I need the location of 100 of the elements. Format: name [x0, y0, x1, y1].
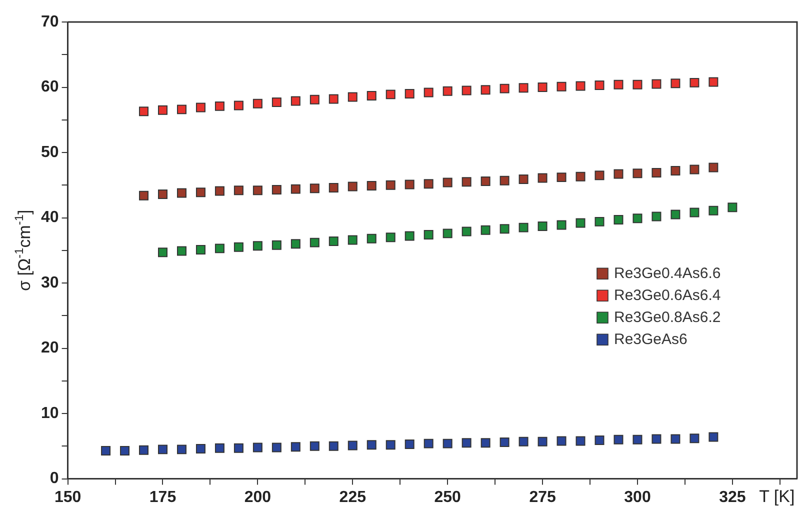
point: [518, 222, 528, 232]
point: [462, 226, 472, 236]
point: [196, 188, 206, 198]
x-tick-label: 275: [529, 488, 556, 506]
x-tick-label: 150: [54, 488, 82, 506]
y-tick-label: 40: [41, 209, 59, 226]
point: [139, 106, 148, 116]
point: [234, 443, 244, 453]
point: [556, 82, 566, 92]
point: [462, 86, 472, 96]
legend-label: Re3Ge0.8As6.2: [614, 309, 721, 326]
point: [348, 235, 358, 245]
point: [652, 434, 662, 444]
legend-label: Re3Ge0.6As6.4: [614, 287, 721, 304]
point: [556, 220, 566, 230]
x-axis-title: T [K]: [759, 487, 795, 506]
point: [366, 440, 376, 450]
point: [442, 438, 452, 448]
point: [290, 96, 300, 106]
point: [594, 216, 604, 226]
point: [614, 214, 624, 224]
point: [576, 218, 586, 228]
point: [214, 443, 224, 453]
point: [404, 89, 414, 99]
point: [348, 182, 358, 192]
point: [442, 228, 452, 238]
point: [310, 94, 320, 104]
point: [366, 91, 376, 100]
point: [252, 442, 262, 452]
point: [632, 434, 642, 444]
point: [652, 168, 662, 178]
point: [328, 441, 338, 451]
point: [214, 186, 224, 196]
point: [708, 432, 718, 442]
point: [386, 232, 396, 242]
point: [462, 438, 472, 448]
point: [158, 105, 168, 115]
point: [139, 445, 148, 455]
point: [328, 236, 338, 246]
point: [652, 79, 662, 89]
point: [518, 83, 528, 93]
point: [196, 102, 206, 112]
point: [480, 85, 490, 95]
point: [518, 436, 528, 446]
point: [670, 166, 680, 176]
point: [328, 183, 338, 192]
y-tick-label: 30: [41, 274, 59, 292]
point: [328, 94, 338, 104]
y-axis-title: σ [Ω-1cm-1]: [12, 210, 34, 291]
x-tick-label: 250: [434, 488, 462, 506]
point: [272, 184, 282, 194]
point: [594, 80, 604, 90]
point: [518, 174, 528, 184]
point: [670, 78, 680, 88]
point: [272, 240, 282, 250]
point: [576, 81, 586, 91]
point: [690, 434, 700, 444]
point: [424, 438, 434, 448]
point: [290, 184, 300, 194]
point: [158, 444, 168, 454]
point: [366, 181, 376, 191]
point: [594, 170, 604, 180]
y-tick-label: 70: [41, 13, 59, 30]
point: [652, 212, 662, 222]
point: [538, 82, 548, 92]
y-tick-label: 20: [41, 340, 59, 357]
point: [386, 440, 396, 450]
point: [556, 436, 566, 446]
point: [480, 225, 490, 235]
point: [424, 88, 434, 98]
point: [576, 172, 586, 182]
legend-label: Re3GeAs6: [614, 331, 688, 348]
point: [196, 245, 206, 254]
point: [404, 180, 414, 190]
point: [101, 446, 111, 456]
point: [614, 434, 624, 444]
point: [310, 238, 320, 248]
point: [234, 186, 244, 196]
point: [632, 168, 642, 178]
point: [404, 439, 414, 449]
y-tick-label: 50: [41, 144, 59, 161]
point: [310, 441, 320, 451]
point: [538, 222, 548, 231]
point: [176, 246, 186, 256]
point: [690, 208, 700, 218]
point: [708, 206, 718, 216]
point: [556, 172, 566, 182]
point: [632, 80, 642, 90]
point: [708, 77, 718, 87]
point: [176, 188, 186, 198]
point: [632, 214, 642, 224]
legend-label: Re3Ge0.4As6.6: [614, 265, 721, 282]
point: [272, 442, 282, 452]
point: [196, 444, 206, 454]
point: [614, 80, 624, 90]
point: [386, 180, 396, 190]
y-tick-label: 10: [41, 404, 59, 422]
x-tick-label: 325: [719, 488, 746, 506]
point: [670, 434, 680, 444]
point: [538, 436, 548, 446]
